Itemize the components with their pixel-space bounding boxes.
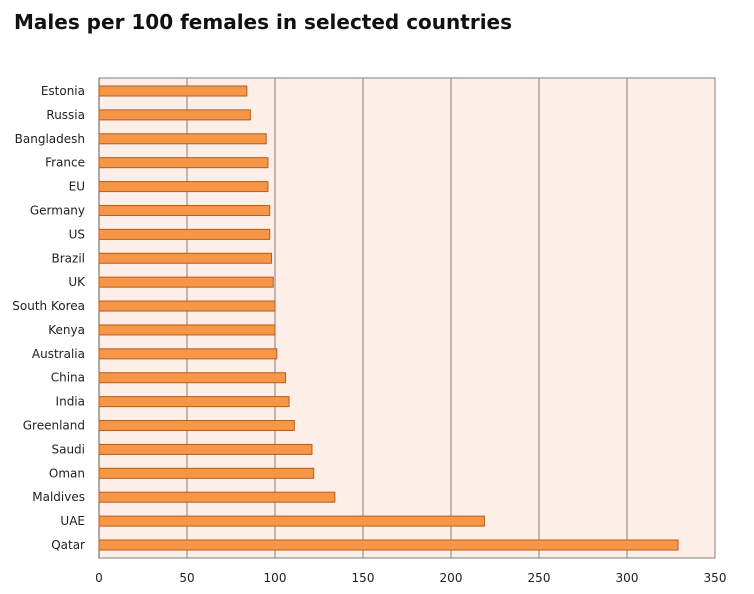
bar-australia <box>98 348 278 360</box>
bar-qatar <box>98 539 679 551</box>
category-label: UAE <box>60 514 85 528</box>
bar-greenland <box>98 420 295 432</box>
bar-india <box>98 396 290 408</box>
category-label: India <box>56 395 85 409</box>
x-tick-label: 50 <box>179 571 194 585</box>
bar-france <box>98 157 269 169</box>
category-label: Brazil <box>52 251 86 265</box>
bar-russia <box>98 109 251 121</box>
x-tick-label: 350 <box>704 571 727 585</box>
category-label: Bangladesh <box>15 132 85 146</box>
category-label: Qatar <box>51 538 85 552</box>
bar-us <box>98 228 271 240</box>
bar-south-korea <box>98 300 276 312</box>
category-label: Australia <box>32 347 85 361</box>
plot-area <box>98 77 716 559</box>
category-label: France <box>45 156 85 170</box>
bar-brazil <box>98 252 272 264</box>
category-label: South Korea <box>12 299 85 313</box>
category-labels: Estonia Russia Bangladesh France EU Germany US… <box>12 84 86 552</box>
x-tick-label: 0 <box>95 571 103 585</box>
bar-eu <box>98 181 269 193</box>
category-label: US <box>69 227 85 241</box>
x-tick-label: 200 <box>440 571 463 585</box>
category-label: Germany <box>30 203 85 217</box>
bar-china <box>98 372 287 384</box>
x-tick-labels: 0 50 100 150 200 250 300 350 <box>95 571 726 585</box>
bar-bangladesh <box>98 133 267 145</box>
category-label: Greenland <box>23 419 85 433</box>
bar-oman <box>98 467 315 479</box>
x-tick-label: 250 <box>528 571 551 585</box>
category-label: Kenya <box>48 323 85 337</box>
x-tick-label: 100 <box>264 571 287 585</box>
x-tick-label: 150 <box>352 571 375 585</box>
category-label: Maldives <box>32 490 85 504</box>
bar-uk <box>98 276 274 288</box>
category-label: Estonia <box>41 84 85 98</box>
bar-kenya <box>98 324 276 336</box>
x-tick-label: 300 <box>616 571 639 585</box>
chart-title: Males per 100 females in selected countr… <box>14 10 513 34</box>
bar-estonia <box>98 85 248 97</box>
category-label: Saudi <box>51 442 85 456</box>
bar-saudi <box>98 443 313 455</box>
category-label: Russia <box>46 108 85 122</box>
category-label: Oman <box>49 466 85 480</box>
bars <box>98 85 679 551</box>
category-label: EU <box>69 180 85 194</box>
bar-uae <box>98 515 485 527</box>
category-label: UK <box>68 275 86 289</box>
category-label: China <box>51 371 85 385</box>
bar-germany <box>98 204 271 216</box>
bar-maldives <box>98 491 336 503</box>
